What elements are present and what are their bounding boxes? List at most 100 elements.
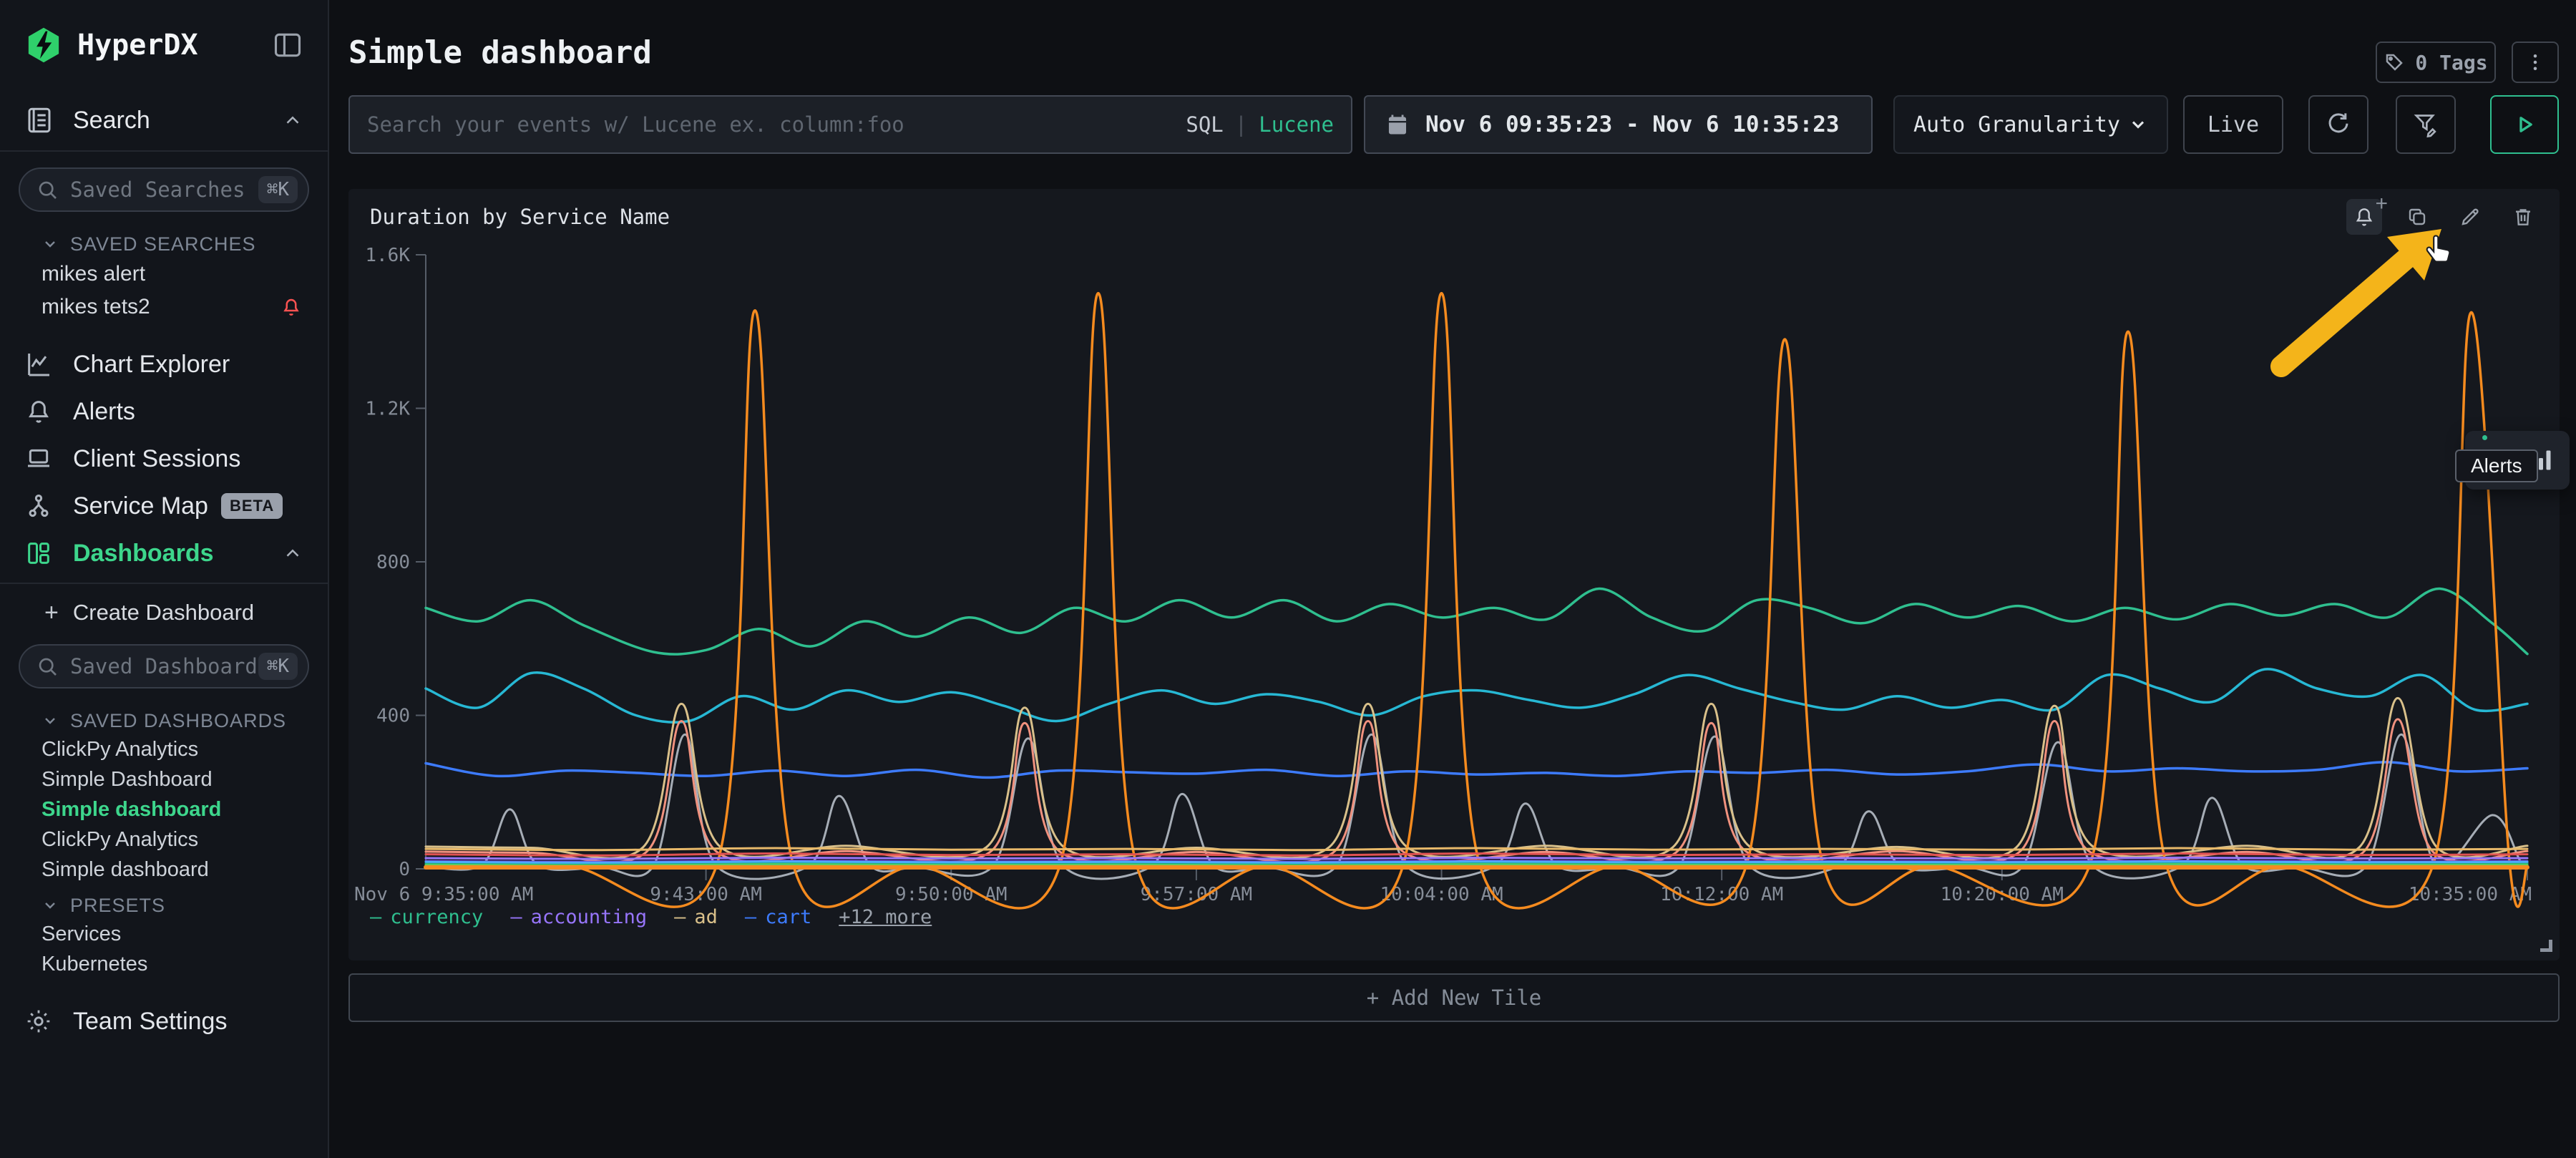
svg-text:10:04:00 AM: 10:04:00 AM: [1380, 884, 1503, 905]
tile-title: Duration by Service Name: [370, 205, 670, 229]
sidebar-item-team-settings[interactable]: Team Settings: [0, 996, 328, 1046]
chevron-down-icon: [45, 902, 55, 909]
dashboard-grid-icon: [28, 542, 49, 564]
divider: [0, 150, 328, 152]
laptop-icon: [28, 449, 49, 467]
svg-text:0: 0: [399, 859, 410, 880]
run-query-button[interactable]: [2490, 95, 2559, 154]
play-icon: [2519, 117, 2532, 132]
trash-icon: [2516, 209, 2530, 225]
saved-dashboards-header[interactable]: SAVED DASHBOARDS: [0, 707, 328, 734]
legend-dash: —: [674, 906, 686, 928]
tile-resize-handle[interactable]: [2540, 940, 2552, 952]
pencil-icon: [2462, 208, 2479, 225]
bell-icon: [29, 401, 49, 423]
add-new-tile-button[interactable]: + Add New Tile: [348, 973, 2560, 1022]
svg-text:1.2K: 1.2K: [365, 399, 410, 420]
legend-more-link[interactable]: +12 more: [839, 906, 932, 928]
preset-item-services[interactable]: Services: [42, 922, 122, 945]
legend-item-currency[interactable]: — currency: [370, 906, 484, 928]
saved-dashboards-search[interactable]: ⌘K: [19, 644, 309, 689]
granularity-select[interactable]: Auto Granularity: [1893, 95, 2168, 154]
tile-actions: +: [2346, 192, 2541, 235]
event-search-bar[interactable]: SQL | Lucene: [348, 95, 1352, 154]
lucene-toggle[interactable]: Lucene: [1259, 112, 1334, 137]
saved-search-item[interactable]: mikes tets2: [0, 291, 328, 323]
saved-search-item[interactable]: mikes alert: [42, 262, 146, 286]
saved-dashboard-item-active[interactable]: Simple dashboard: [42, 797, 222, 821]
shortcut-badge: ⌘K: [258, 653, 298, 680]
saved-dashboard-item[interactable]: Simple Dashboard: [42, 767, 213, 791]
shortcut-badge: ⌘K: [258, 176, 298, 203]
divider: [0, 583, 328, 584]
status-dot: [2482, 435, 2487, 440]
legend-item-accounting[interactable]: — accounting: [510, 906, 648, 928]
saved-dashboard-item[interactable]: ClickPy Analytics: [42, 737, 199, 761]
saved-dashboard-item[interactable]: Simple dashboard: [42, 857, 209, 881]
legend-item-cart[interactable]: — cart: [744, 906, 812, 928]
saved-searches-header[interactable]: SAVED SEARCHES: [0, 230, 328, 258]
time-range-picker[interactable]: Nov 6 09:35:23 - Nov 6 10:35:23: [1364, 95, 1873, 154]
sidebar-item-service-map[interactable]: Service Map BETA: [0, 482, 328, 530]
chevron-up-icon[interactable]: [282, 110, 303, 131]
hierarchy-icon: [29, 494, 49, 517]
sidebar-item-label: Search: [73, 106, 150, 134]
refresh-button[interactable]: [2308, 95, 2368, 154]
preset-item-kubernetes[interactable]: Kubernetes: [42, 952, 148, 975]
tag-icon: [2386, 54, 2404, 71]
sidebar-item-client-sessions[interactable]: Client Sessions: [0, 435, 328, 482]
legend-dash: —: [510, 906, 522, 928]
tile-duplicate-button[interactable]: [2399, 199, 2435, 235]
chevron-down-icon: [45, 241, 55, 248]
tile-delete-button[interactable]: [2505, 199, 2541, 235]
chevron-up-icon[interactable]: [282, 542, 303, 564]
sidebar-collapse-icon[interactable]: [272, 29, 303, 61]
saved-searches-search[interactable]: ⌘K: [19, 167, 309, 212]
dashboard-tile[interactable]: Duration by Service Name +: [348, 189, 2570, 960]
search-icon: [39, 658, 57, 676]
chevron-down-icon: [45, 718, 55, 724]
sidebar-nav: Chart Explorer Alerts Client Sessions Se…: [0, 341, 328, 577]
event-search-input[interactable]: [367, 112, 1186, 137]
app-title: HyperDX: [77, 29, 198, 62]
saved-searches-input[interactable]: [70, 177, 258, 202]
presets-header[interactable]: PRESETS: [0, 892, 328, 919]
line-chart-icon: [28, 354, 49, 376]
more-menu-button[interactable]: [2512, 42, 2559, 83]
sidebar-item-chart-explorer[interactable]: Chart Explorer: [0, 341, 328, 388]
legend-dash: —: [370, 906, 382, 928]
svg-text:800: 800: [376, 552, 410, 573]
beta-badge: BETA: [220, 493, 283, 519]
svg-text:10:35:00 AM: 10:35:00 AM: [2409, 884, 2532, 905]
sidebar: HyperDX Search ⌘K SAVED SEARCHES mikes a…: [0, 0, 329, 1158]
filter-edit-icon: [2414, 115, 2436, 138]
gear-icon: [27, 1010, 50, 1033]
live-button[interactable]: Live: [2183, 95, 2283, 154]
saved-dashboards-input[interactable]: [70, 654, 258, 678]
main-content: Simple dashboard 0 Tags SQL | Lucene Nov…: [331, 0, 2576, 1158]
copy-icon: [2409, 208, 2426, 225]
legend-dash: —: [744, 906, 757, 928]
legend-item-ad[interactable]: — ad: [674, 906, 718, 928]
sidebar-item-dashboards[interactable]: Dashboards: [0, 530, 328, 577]
search-icon: [39, 181, 57, 199]
kebab-menu-icon: [2533, 54, 2537, 70]
svg-text:Nov 6 9:35:00 AM: Nov 6 9:35:00 AM: [354, 884, 533, 905]
search-page-icon: [28, 107, 51, 133]
sidebar-item-alerts[interactable]: Alerts: [0, 388, 328, 435]
bell-add-icon: [2356, 208, 2373, 226]
chevron-down-icon: [2132, 121, 2145, 129]
plus-icon: +: [2375, 192, 2388, 215]
create-dashboard-button[interactable]: + Create Dashboard: [44, 598, 255, 626]
filter-button[interactable]: [2396, 95, 2456, 154]
sql-toggle[interactable]: SQL: [1186, 112, 1224, 137]
tile-alert-button[interactable]: +: [2346, 192, 2388, 235]
tags-button[interactable]: 0 Tags: [2376, 42, 2496, 83]
svg-text:9:50:00 AM: 9:50:00 AM: [895, 884, 1008, 905]
tile-edit-button[interactable]: [2452, 199, 2488, 235]
sidebar-item-search[interactable]: Search: [0, 90, 328, 150]
saved-dashboard-item[interactable]: ClickPy Analytics: [42, 827, 199, 851]
chart-legend: — currency — accounting — ad — cart +12 more: [370, 906, 932, 928]
